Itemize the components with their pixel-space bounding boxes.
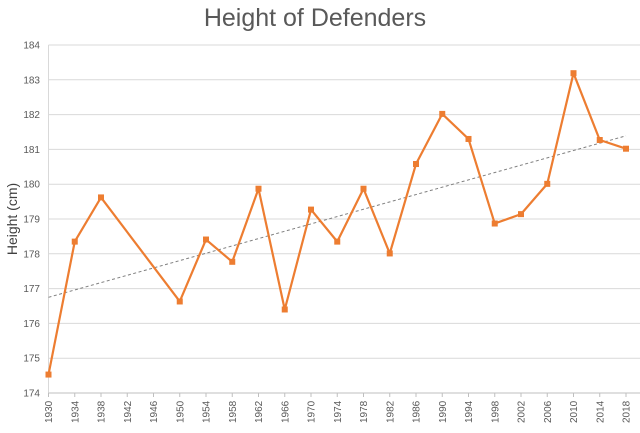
x-tick-label: 1946 [149, 400, 160, 423]
data-point-2018 [623, 145, 629, 152]
series-line [47, 72, 627, 375]
x-tick-label: 1938 [97, 400, 108, 423]
x-tick-label: 2018 [622, 400, 633, 423]
y-tick-label: 177 [23, 284, 40, 295]
x-tick-label: 1994 [464, 400, 475, 423]
x-tick-label: 1942 [123, 400, 134, 423]
x-tick-label: 1978 [359, 400, 370, 423]
x-tick-label: 1966 [280, 400, 291, 423]
y-tick-labels: 174 175 176 177 178 179 180 181 182 183 184 [23, 41, 40, 400]
x-tick-label: 1950 [175, 400, 186, 423]
gridlines [48, 44, 640, 397]
data-point-1974 [334, 238, 341, 245]
data-point-1950 [176, 298, 183, 305]
data-point-1930 [45, 371, 52, 378]
y-tick-label: 178 [23, 249, 40, 260]
x-tick-label: 1958 [228, 400, 239, 423]
x-tick-labels: 1930 1934 1938 1942 1946 1950 1954 1958 1962 1966… [44, 400, 633, 423]
data-point-1954 [203, 236, 209, 243]
y-tick-label: 184 [23, 41, 40, 52]
y-tick-label: 176 [23, 319, 40, 330]
y-tick-label: 175 [23, 354, 40, 365]
data-point-1938 [98, 194, 104, 201]
data-point-1970 [308, 206, 314, 213]
x-tick-label: 1970 [307, 400, 318, 423]
x-tick-label: 1954 [202, 400, 213, 423]
y-tick-label: 183 [23, 75, 40, 86]
x-tick-label: 1982 [385, 400, 396, 423]
data-point-1934 [71, 238, 78, 245]
x-tick-label: 1962 [254, 400, 265, 423]
y-tick-label: 182 [23, 110, 40, 121]
data-point-1962 [255, 185, 262, 192]
x-tick-label: 2010 [569, 400, 580, 423]
trendline [48, 135, 627, 298]
trendline-path [48, 135, 627, 298]
y-axis-label: Height (cm) [4, 183, 20, 255]
x-tick-label: 1930 [44, 400, 55, 423]
x-tick-label: 1934 [70, 400, 81, 423]
data-point-1978 [360, 185, 367, 192]
data-point-1994 [465, 135, 472, 142]
x-tick-label: 2006 [543, 400, 554, 423]
data-point-2014 [596, 137, 603, 144]
data-point-1966 [281, 306, 288, 313]
x-tick-label: 1998 [490, 400, 501, 423]
data-point-2010 [570, 70, 577, 77]
y-tick-label: 179 [23, 215, 40, 226]
data-point-1986 [413, 161, 419, 168]
x-tick-label: 1986 [412, 400, 423, 423]
data-point-2002 [518, 211, 524, 218]
data-point-1958 [229, 258, 236, 265]
y-tick-label: 180 [23, 180, 40, 191]
data-point-2006 [544, 180, 551, 187]
x-tick-label: 2002 [517, 400, 528, 423]
x-tick-label: 1990 [438, 400, 449, 423]
x-tick-label: 2014 [595, 400, 606, 423]
data-point-1998 [491, 220, 498, 227]
series-height [45, 70, 629, 378]
y-tick-label: 181 [23, 145, 40, 156]
x-tick-label: 1974 [333, 400, 344, 423]
y-tick-label: 174 [23, 389, 40, 400]
chart-title: Height of Defenders [204, 4, 426, 32]
data-point-1990 [439, 110, 446, 117]
data-point-1982 [386, 250, 393, 257]
